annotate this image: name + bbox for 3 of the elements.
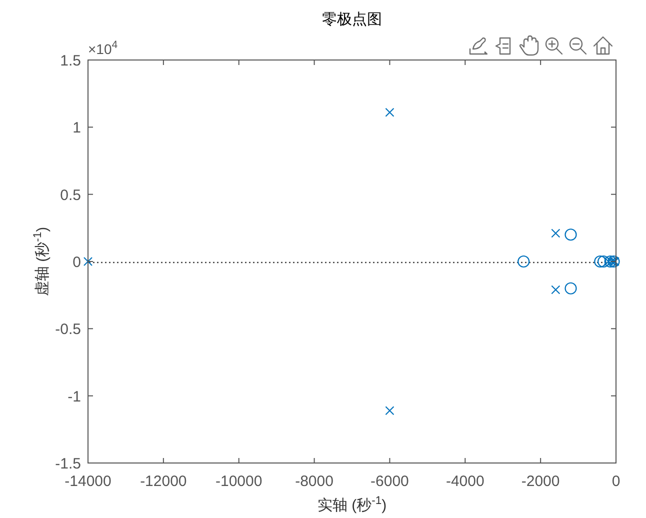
annotation: ×10$^{4}$ xyxy=(88,39,118,57)
title: 零极点图 xyxy=(322,12,382,28)
xlabel: 实轴 (秒$^{-1}$) xyxy=(317,495,387,514)
